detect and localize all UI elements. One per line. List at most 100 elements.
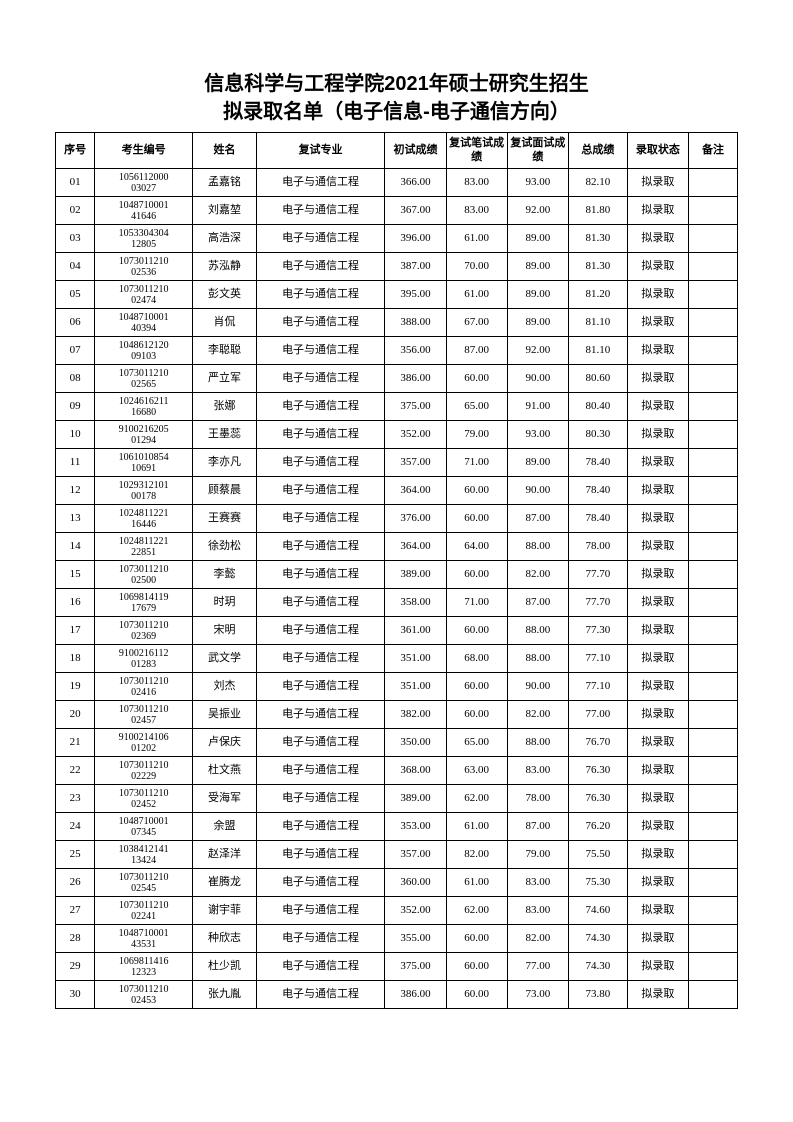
cell-name: 王赛赛	[193, 505, 257, 533]
cell-score3: 89.00	[507, 281, 568, 309]
cell-seq: 24	[56, 813, 95, 841]
table-row: 02104871000141646刘嘉堃电子与通信工程367.0083.0092…	[56, 197, 738, 225]
cell-score3: 82.00	[507, 561, 568, 589]
cell-major: 电子与通信工程	[256, 505, 385, 533]
cell-status: 拟录取	[627, 309, 688, 337]
cell-score3: 92.00	[507, 197, 568, 225]
cell-seq: 26	[56, 869, 95, 897]
cell-status: 拟录取	[627, 673, 688, 701]
cell-total: 77.10	[569, 645, 628, 673]
cell-score1: 355.00	[385, 925, 446, 953]
cell-score1: 386.00	[385, 981, 446, 1009]
cell-remark	[688, 869, 737, 897]
cell-id: 107301121002241	[95, 897, 193, 925]
cell-major: 电子与通信工程	[256, 869, 385, 897]
cell-remark	[688, 953, 737, 981]
cell-total: 74.30	[569, 953, 628, 981]
table-row: 01105611200003027孟嘉铭电子与通信工程366.0083.0093…	[56, 169, 738, 197]
cell-name: 受海军	[193, 785, 257, 813]
cell-id: 910021620501294	[95, 421, 193, 449]
cell-score3: 88.00	[507, 617, 568, 645]
cell-remark	[688, 365, 737, 393]
cell-id: 107301121002500	[95, 561, 193, 589]
cell-score1: 360.00	[385, 869, 446, 897]
cell-score3: 77.00	[507, 953, 568, 981]
cell-remark	[688, 225, 737, 253]
table-row: 09102461621116680张娜电子与通信工程375.0065.0091.…	[56, 393, 738, 421]
cell-id: 107301121002453	[95, 981, 193, 1009]
header-score3: 复试面试成绩	[507, 133, 568, 169]
cell-seq: 01	[56, 169, 95, 197]
cell-status: 拟录取	[627, 701, 688, 729]
cell-score1: 382.00	[385, 701, 446, 729]
cell-total: 80.40	[569, 393, 628, 421]
cell-major: 电子与通信工程	[256, 197, 385, 225]
cell-remark	[688, 561, 737, 589]
cell-total: 81.10	[569, 309, 628, 337]
cell-score1: 352.00	[385, 421, 446, 449]
cell-score1: 357.00	[385, 449, 446, 477]
header-total: 总成绩	[569, 133, 628, 169]
cell-major: 电子与通信工程	[256, 925, 385, 953]
cell-id: 104871000140394	[95, 309, 193, 337]
cell-score1: 356.00	[385, 337, 446, 365]
cell-id: 102461621116680	[95, 393, 193, 421]
page-title: 信息科学与工程学院2021年硕士研究生招生 拟录取名单（电子信息-电子通信方向）	[55, 70, 738, 126]
cell-remark	[688, 309, 737, 337]
cell-seq: 25	[56, 841, 95, 869]
cell-score1: 367.00	[385, 197, 446, 225]
cell-seq: 02	[56, 197, 95, 225]
table-row: 15107301121002500李懿电子与通信工程389.0060.0082.…	[56, 561, 738, 589]
cell-total: 75.30	[569, 869, 628, 897]
cell-id: 105330430412805	[95, 225, 193, 253]
cell-total: 80.30	[569, 421, 628, 449]
table-row: 10910021620501294王墨蕊电子与通信工程352.0079.0093…	[56, 421, 738, 449]
cell-score2: 71.00	[446, 589, 507, 617]
cell-remark	[688, 393, 737, 421]
cell-total: 78.40	[569, 477, 628, 505]
cell-major: 电子与通信工程	[256, 561, 385, 589]
cell-name: 杜少凯	[193, 953, 257, 981]
cell-id: 107301121002229	[95, 757, 193, 785]
cell-status: 拟录取	[627, 757, 688, 785]
table-row: 25103841214113424赵泽洋电子与通信工程357.0082.0079…	[56, 841, 738, 869]
cell-id: 107301121002545	[95, 869, 193, 897]
cell-id: 104871000141646	[95, 197, 193, 225]
cell-score2: 60.00	[446, 617, 507, 645]
cell-remark	[688, 617, 737, 645]
cell-score1: 364.00	[385, 477, 446, 505]
header-seq: 序号	[56, 133, 95, 169]
cell-id: 107301121002369	[95, 617, 193, 645]
cell-total: 82.10	[569, 169, 628, 197]
cell-score3: 79.00	[507, 841, 568, 869]
cell-score1: 375.00	[385, 393, 446, 421]
cell-remark	[688, 645, 737, 673]
table-row: 13102481122116446王赛赛电子与通信工程376.0060.0087…	[56, 505, 738, 533]
table-row: 08107301121002565严立军电子与通信工程386.0060.0090…	[56, 365, 738, 393]
cell-score2: 65.00	[446, 393, 507, 421]
cell-seq: 07	[56, 337, 95, 365]
admission-table: 序号 考生编号 姓名 复试专业 初试成绩 复试笔试成绩 复试面试成绩 总成绩 录…	[55, 132, 738, 1009]
cell-major: 电子与通信工程	[256, 225, 385, 253]
table-row: 06104871000140394肖侃电子与通信工程388.0067.0089.…	[56, 309, 738, 337]
cell-remark	[688, 925, 737, 953]
cell-score1: 387.00	[385, 253, 446, 281]
cell-score2: 61.00	[446, 869, 507, 897]
table-row: 19107301121002416刘杰电子与通信工程351.0060.0090.…	[56, 673, 738, 701]
cell-status: 拟录取	[627, 785, 688, 813]
cell-remark	[688, 981, 737, 1009]
cell-seq: 30	[56, 981, 95, 1009]
table-row: 16106981411917679时玥电子与通信工程358.0071.0087.…	[56, 589, 738, 617]
table-row: 29106981141612323杜少凯电子与通信工程375.0060.0077…	[56, 953, 738, 981]
cell-id: 104861212009103	[95, 337, 193, 365]
table-row: 27107301121002241谢宇菲电子与通信工程352.0062.0083…	[56, 897, 738, 925]
cell-score3: 83.00	[507, 869, 568, 897]
cell-seq: 06	[56, 309, 95, 337]
cell-name: 顾蔡晨	[193, 477, 257, 505]
cell-name: 苏泓静	[193, 253, 257, 281]
table-row: 07104861212009103李聪聪电子与通信工程356.0087.0092…	[56, 337, 738, 365]
cell-name: 王墨蕊	[193, 421, 257, 449]
cell-status: 拟录取	[627, 981, 688, 1009]
cell-id: 104871000107345	[95, 813, 193, 841]
table-row: 03105330430412805高浩深电子与通信工程396.0061.0089…	[56, 225, 738, 253]
